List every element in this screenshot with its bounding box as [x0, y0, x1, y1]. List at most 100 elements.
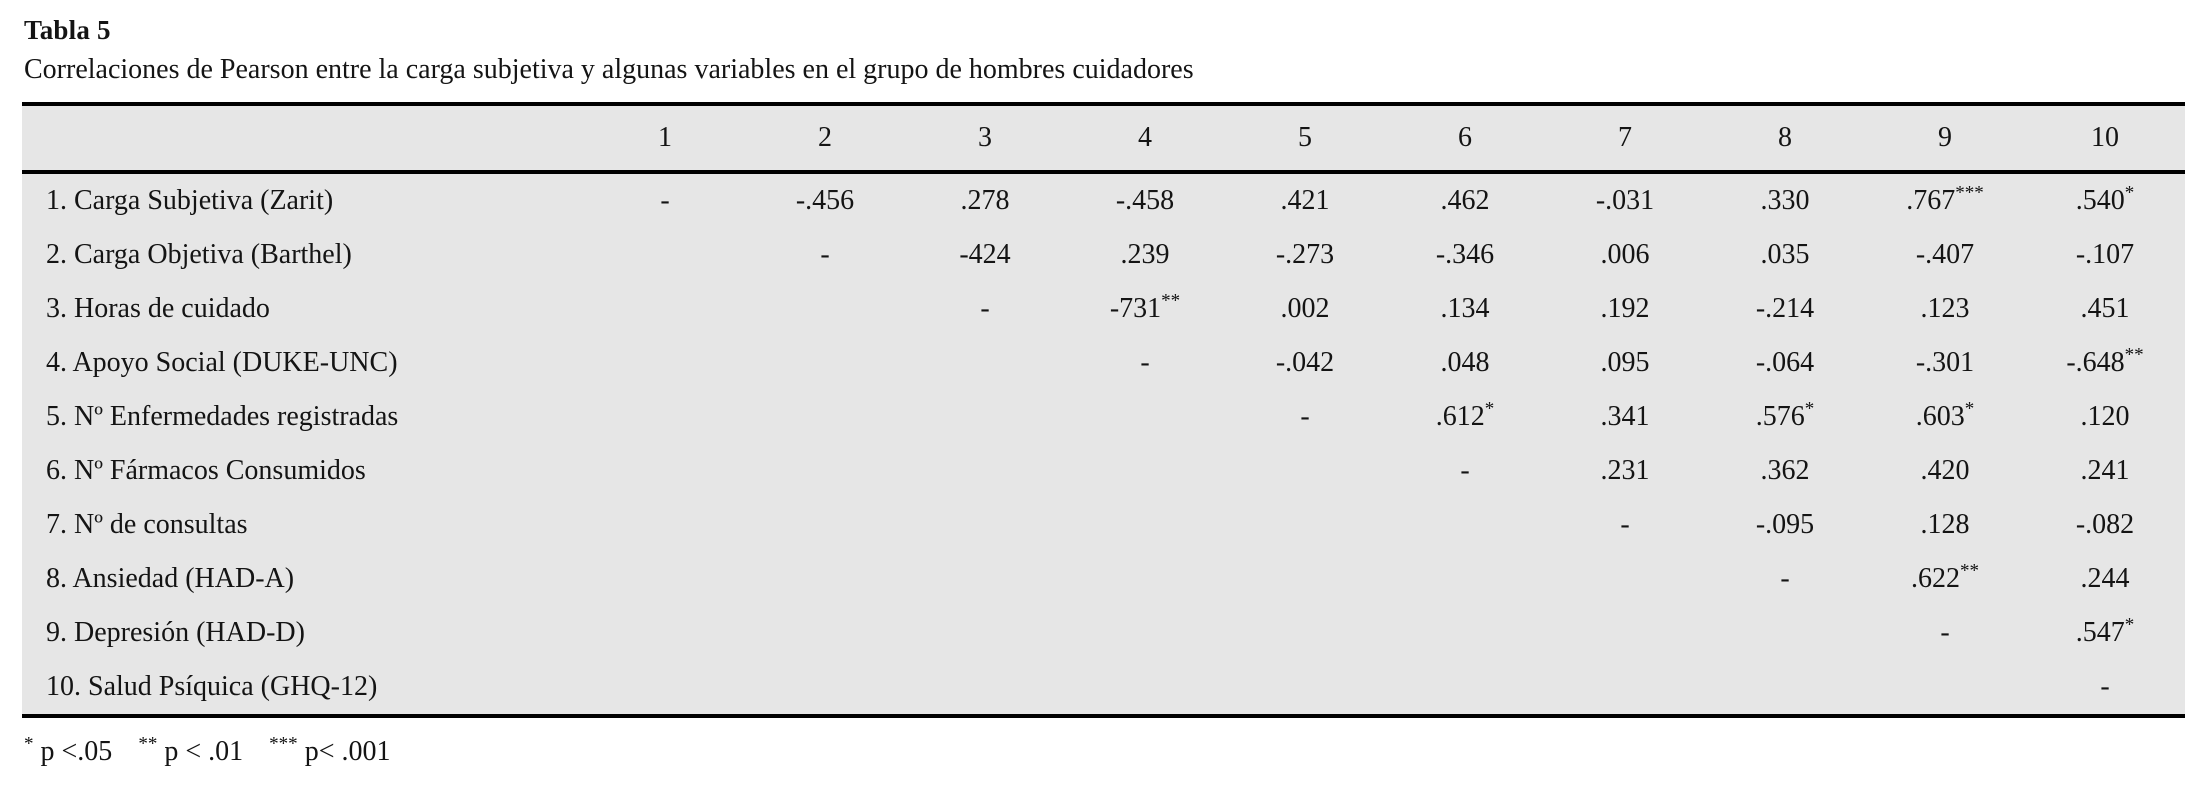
corr-cell — [585, 390, 745, 444]
corr-cell — [905, 660, 1065, 716]
corr-cell: .120 — [2080, 401, 2130, 433]
corr-cell: .035 — [1760, 239, 1810, 271]
corr-cell: - — [980, 293, 990, 325]
corr-cell — [585, 228, 745, 282]
table-row: 1. Carga Subjetiva (Zarit) - -.456 .278 -.45… — [22, 172, 2185, 228]
corr-cell — [585, 606, 745, 660]
correlation-table: 1 2 3 4 5 6 7 8 9 10 1. Carga Subjetiva (Zarit) - -… — [22, 102, 2185, 719]
column-header: 9 — [1865, 104, 2025, 175]
corr-cell: .451 — [2080, 293, 2130, 325]
corr-cell: -.458 — [1115, 185, 1175, 217]
corr-cell — [585, 498, 745, 552]
table-footnote: * p <.05 ** p < .01 *** p< .001 — [24, 733, 2204, 768]
corr-cell — [745, 606, 905, 660]
corr-cell: .134 — [1440, 293, 1490, 325]
row-label: 10. Salud Psíquica (GHQ-12) — [46, 671, 378, 703]
corr-cell — [905, 552, 1065, 606]
corr-cell — [1225, 444, 1385, 498]
corr-cell: .192 — [1600, 293, 1650, 325]
row-label: 7. Nº de consultas — [46, 509, 248, 541]
footnote-segment: ** p < .01 — [138, 733, 244, 768]
corr-cell — [1065, 606, 1225, 660]
table-caption: Tabla 5 Correlaciones de Pearson entre l… — [0, 0, 2204, 88]
table-row: 10. Salud Psíquica (GHQ-12) - — [22, 660, 2185, 716]
corr-cell: .095 — [1600, 347, 1650, 379]
corr-cell — [745, 282, 905, 336]
footnote-segment: * p <.05 — [24, 733, 113, 768]
footnote-segment: *** p< .001 — [269, 733, 391, 768]
corr-cell — [1385, 552, 1545, 606]
corr-cell — [745, 444, 905, 498]
paper-page: Tabla 5 Correlaciones de Pearson entre l… — [0, 0, 2204, 768]
corr-cell — [585, 552, 745, 606]
row-label: 5. Nº Enfermedades registradas — [46, 401, 399, 433]
table-body: 1. Carga Subjetiva (Zarit) - -.456.278 -.45… — [22, 172, 2185, 716]
row-label: 9. Depresión (HAD-D) — [46, 617, 305, 649]
corr-cell — [745, 552, 905, 606]
row-label: 2. Carga Objetiva (Barthel) — [46, 239, 352, 271]
corr-cell — [1225, 552, 1385, 606]
corr-cell: .239 — [1120, 239, 1170, 271]
corr-cell: .420 — [1920, 455, 1970, 487]
corr-cell — [1065, 660, 1225, 716]
corr-cell — [1065, 498, 1225, 552]
table-row: 4. Apoyo Social (DUKE-UNC) - -.042 .048 .095… — [22, 336, 2185, 390]
corr-cell: .006 — [1600, 239, 1650, 271]
column-header: 8 — [1705, 104, 1865, 175]
corr-cell — [1065, 444, 1225, 498]
corr-cell: .123 — [1920, 293, 1970, 325]
corr-cell — [585, 444, 745, 498]
corr-cell: .612* — [1435, 398, 1495, 433]
corr-cell — [1385, 606, 1545, 660]
column-header: 5 — [1225, 104, 1385, 175]
corr-cell: - — [820, 239, 830, 271]
corr-cell: - — [1780, 563, 1790, 595]
corr-cell: -.082 — [2075, 509, 2135, 541]
column-header: 2 — [745, 104, 905, 175]
corr-cell: .603* — [1915, 398, 1975, 433]
corr-cell: .622** — [1910, 560, 1980, 595]
row-label: 1. Carga Subjetiva (Zarit) — [46, 185, 334, 217]
corr-cell — [1225, 660, 1385, 716]
corr-cell — [1225, 606, 1385, 660]
corr-cell: .048 — [1440, 347, 1490, 379]
corr-cell — [745, 498, 905, 552]
table-header: 1 2 3 4 5 6 7 8 9 10 — [22, 104, 2185, 175]
corr-cell: -.648** — [2066, 344, 2144, 379]
corr-cell — [1065, 552, 1225, 606]
corr-cell — [585, 660, 745, 716]
corr-cell — [905, 444, 1065, 498]
corr-cell: -.107 — [2075, 239, 2135, 271]
corr-cell: -731** — [1109, 290, 1181, 325]
table-row: 7. Nº de consultas - -.095 .128 -.082 — [22, 498, 2185, 552]
corr-cell: - — [660, 185, 670, 217]
table-number: Tabla 5 — [24, 15, 111, 45]
corr-cell: .540* — [2075, 182, 2135, 217]
column-header: 10 — [2025, 104, 2185, 175]
row-label: 4. Apoyo Social (DUKE-UNC) — [46, 347, 398, 379]
corr-cell — [585, 282, 745, 336]
corr-cell: - — [2100, 671, 2110, 703]
table-row: 6. Nº Fármacos Consumidos - .231 .362 .420 .2… — [22, 444, 2185, 498]
corr-cell — [1545, 660, 1705, 716]
corr-cell: .278 — [960, 185, 1010, 217]
corr-cell: .421 — [1280, 185, 1330, 217]
row-label: 8. Ansiedad (HAD-A) — [46, 563, 295, 595]
corr-cell — [745, 336, 905, 390]
corr-cell: - — [1140, 347, 1150, 379]
corr-cell: -424 — [959, 239, 1011, 271]
corr-cell: .231 — [1600, 455, 1650, 487]
corr-cell: .462 — [1440, 185, 1490, 217]
corr-cell: .341 — [1600, 401, 1650, 433]
corr-cell: .244 — [2080, 563, 2130, 595]
corr-cell: .547* — [2075, 614, 2135, 649]
corr-cell: -.214 — [1755, 293, 1815, 325]
corr-cell — [1385, 660, 1545, 716]
corr-cell: -.301 — [1915, 347, 1975, 379]
corr-cell: - — [1460, 455, 1470, 487]
corr-cell: -.031 — [1595, 185, 1655, 217]
corr-cell: .241 — [2080, 455, 2130, 487]
corr-cell: -.456 — [795, 185, 855, 217]
column-header: 6 — [1385, 104, 1545, 175]
column-header: 4 — [1065, 104, 1225, 175]
